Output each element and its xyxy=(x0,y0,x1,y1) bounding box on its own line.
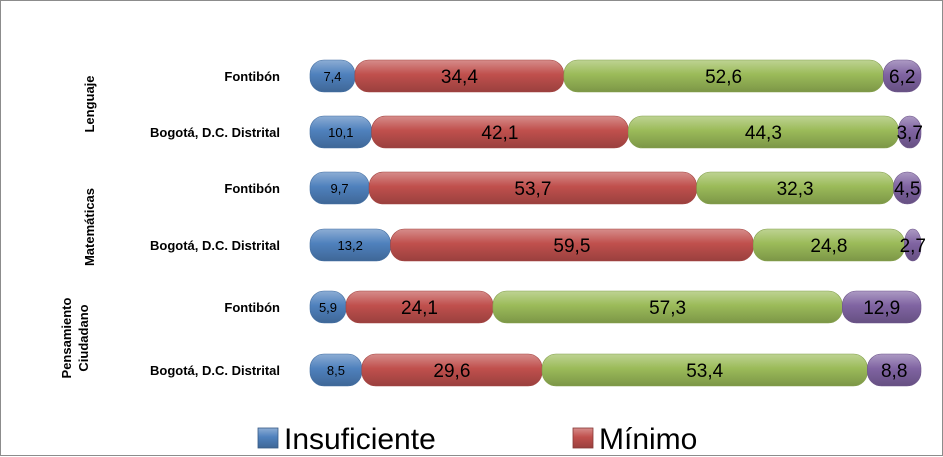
data-label: 3,7 xyxy=(896,123,922,144)
data-label: 2,7 xyxy=(900,236,926,257)
legend-label: Mínimo xyxy=(599,423,697,456)
data-label: 9,7 xyxy=(331,181,349,196)
data-label: 52,6 xyxy=(705,67,742,88)
bar-segment xyxy=(904,228,922,262)
data-label: 8,8 xyxy=(881,361,907,382)
data-label: 59,5 xyxy=(553,236,590,257)
svg-text:Matemáticas: Matemáticas xyxy=(82,188,97,266)
legend-swatch xyxy=(572,427,594,449)
group-label: Pensamiento Ciudadano xyxy=(59,297,91,378)
category-label: Fontibón xyxy=(224,181,280,196)
category-label: Bogotá, D.C. Distrital xyxy=(150,238,280,253)
category-label: Fontibón xyxy=(224,300,280,315)
bar-segment xyxy=(841,290,922,324)
svg-text:Ciudadano: Ciudadano xyxy=(76,304,91,371)
data-label: 44,3 xyxy=(745,123,782,144)
group-label: Lenguaje xyxy=(82,75,97,132)
data-label: 32,3 xyxy=(777,179,814,200)
legend-swatch xyxy=(257,427,279,449)
svg-text:Lenguaje: Lenguaje xyxy=(82,75,97,132)
data-label: 24,8 xyxy=(810,236,847,257)
group-label: Matemáticas xyxy=(82,188,97,266)
data-label: 7,4 xyxy=(323,69,341,84)
legend-item: Mínimo xyxy=(572,423,697,456)
data-label: 8,5 xyxy=(327,363,345,378)
category-label: Fontibón xyxy=(224,69,280,84)
data-label: 4,5 xyxy=(894,179,920,200)
bar-segment xyxy=(867,353,922,387)
data-label: 24,1 xyxy=(401,298,438,319)
data-label: 10,1 xyxy=(328,125,353,140)
data-label: 13,2 xyxy=(338,238,363,253)
data-label: 6,2 xyxy=(889,67,915,88)
category-label: Bogotá, D.C. Distrital xyxy=(150,125,280,140)
bar-segment xyxy=(893,171,922,205)
bar-segment xyxy=(898,115,922,149)
category-label: Bogotá, D.C. Distrital xyxy=(150,363,280,378)
svg-text:Pensamiento: Pensamiento xyxy=(59,297,74,378)
data-label: 42,1 xyxy=(481,123,518,144)
data-label: 12,9 xyxy=(863,298,900,319)
data-label: 34,4 xyxy=(441,67,478,88)
data-label: 57,3 xyxy=(649,298,686,319)
data-label: 5,9 xyxy=(319,300,337,315)
bar-segment xyxy=(882,59,922,93)
legend-item: Insuficiente xyxy=(257,423,436,456)
data-label: 29,6 xyxy=(433,361,470,382)
data-label: 53,7 xyxy=(514,179,551,200)
data-label: 53,4 xyxy=(686,361,723,382)
legend-label: Insuficiente xyxy=(284,423,436,456)
